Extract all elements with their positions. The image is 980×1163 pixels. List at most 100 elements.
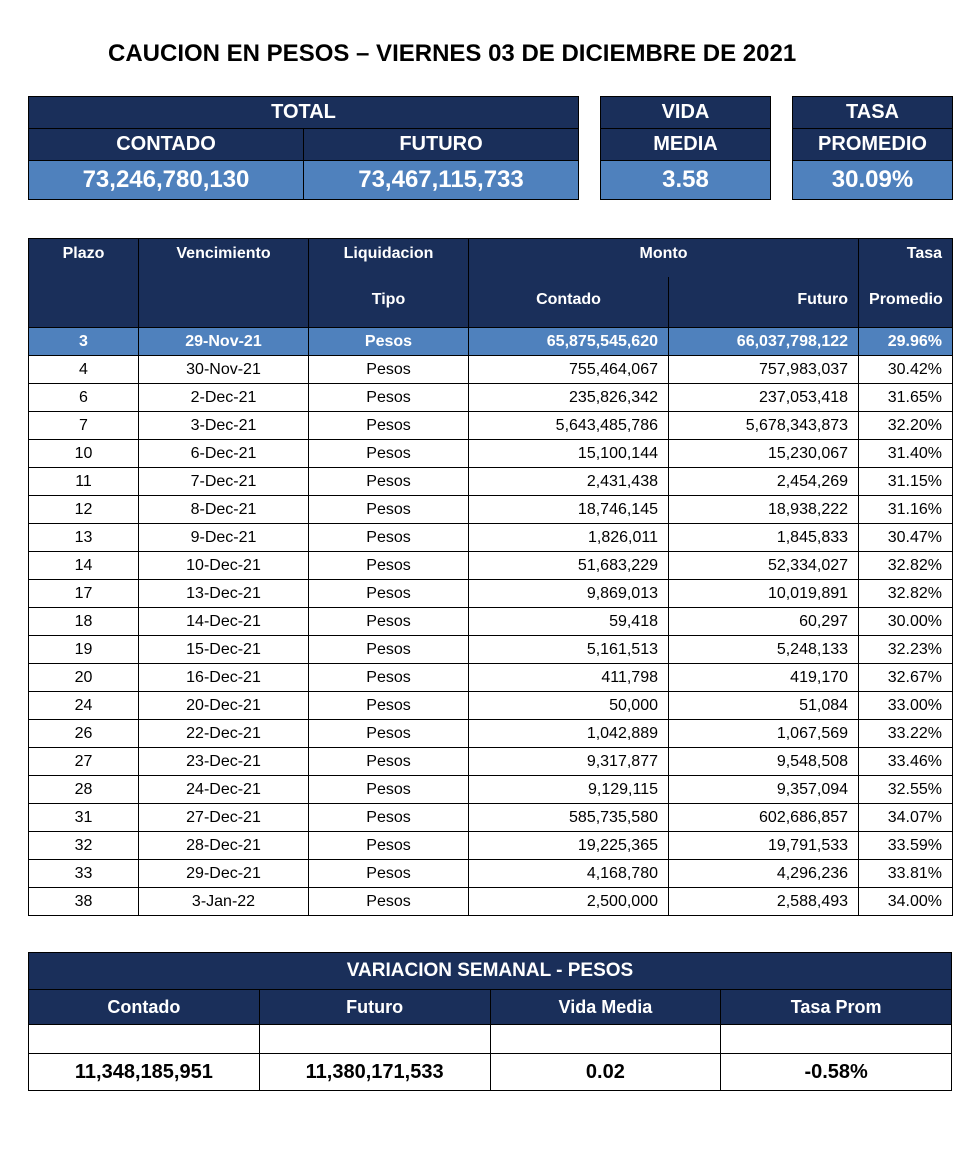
cell-tipo: Pesos <box>309 776 469 804</box>
table-row: 128-Dec-21Pesos18,746,14518,938,22231.16… <box>29 496 953 524</box>
summary-tasa-header-1: TASA <box>793 97 953 129</box>
cell-futuro: 18,938,222 <box>669 496 859 524</box>
cell-vencimiento: 23-Dec-21 <box>139 748 309 776</box>
cell-futuro: 9,548,508 <box>669 748 859 776</box>
cell-futuro: 602,686,857 <box>669 804 859 832</box>
cell-futuro: 51,084 <box>669 692 859 720</box>
cell-plazo: 3 <box>29 328 139 356</box>
cell-tasa: 32.23% <box>859 636 953 664</box>
cell-plazo: 13 <box>29 524 139 552</box>
cell-tipo: Pesos <box>309 580 469 608</box>
var-val-vida: 0.02 <box>490 1054 721 1091</box>
cell-plazo: 38 <box>29 888 139 916</box>
cell-contado: 2,431,438 <box>469 468 669 496</box>
cell-tasa: 34.07% <box>859 804 953 832</box>
cell-futuro: 1,067,569 <box>669 720 859 748</box>
cell-tipo: Pesos <box>309 720 469 748</box>
cell-contado: 51,683,229 <box>469 552 669 580</box>
cell-tasa: 30.42% <box>859 356 953 384</box>
var-hdr-futuro: Futuro <box>259 990 490 1025</box>
cell-tasa: 32.20% <box>859 412 953 440</box>
cell-tasa: 33.81% <box>859 860 953 888</box>
cell-contado: 585,735,580 <box>469 804 669 832</box>
cell-vencimiento: 8-Dec-21 <box>139 496 309 524</box>
summary-vida-header-1: VIDA <box>601 97 771 129</box>
cell-tipo: Pesos <box>309 804 469 832</box>
cell-contado: 1,042,889 <box>469 720 669 748</box>
table-row: 62-Dec-21Pesos235,826,342237,053,41831.6… <box>29 384 953 412</box>
cell-plazo: 33 <box>29 860 139 888</box>
cell-contado: 18,746,145 <box>469 496 669 524</box>
cell-plazo: 4 <box>29 356 139 384</box>
var-val-contado: 11,348,185,951 <box>29 1054 260 1091</box>
cell-futuro: 419,170 <box>669 664 859 692</box>
table-row: 2016-Dec-21Pesos411,798419,17032.67% <box>29 664 953 692</box>
cell-plazo: 20 <box>29 664 139 692</box>
cell-tasa: 31.15% <box>859 468 953 496</box>
var-hdr-vida: Vida Media <box>490 990 721 1025</box>
cell-plazo: 32 <box>29 832 139 860</box>
cell-tipo: Pesos <box>309 356 469 384</box>
cell-futuro: 60,297 <box>669 608 859 636</box>
cell-contado: 19,225,365 <box>469 832 669 860</box>
summary-tasa-header-2: PROMEDIO <box>793 129 953 161</box>
cell-tasa: 32.82% <box>859 552 953 580</box>
table-row: 73-Dec-21Pesos5,643,485,7865,678,343,873… <box>29 412 953 440</box>
cell-plazo: 27 <box>29 748 139 776</box>
summary-vida-header-2: MEDIA <box>601 129 771 161</box>
hdr-tipo: Tipo <box>309 277 469 328</box>
hdr-tasa: Tasa <box>859 239 953 278</box>
hdr-liquidacion: Liquidacion <box>309 239 469 278</box>
summary-contado-value: 73,246,780,130 <box>29 161 304 200</box>
cell-futuro: 19,791,533 <box>669 832 859 860</box>
cell-tasa: 31.16% <box>859 496 953 524</box>
page-title: CAUCION EN PESOS – VIERNES 03 DE DICIEMB… <box>108 40 952 68</box>
cell-futuro: 10,019,891 <box>669 580 859 608</box>
cell-vencimiento: 30-Nov-21 <box>139 356 309 384</box>
cell-contado: 5,643,485,786 <box>469 412 669 440</box>
cell-plazo: 7 <box>29 412 139 440</box>
cell-tasa: 33.46% <box>859 748 953 776</box>
cell-vencimiento: 9-Dec-21 <box>139 524 309 552</box>
cell-tipo: Pesos <box>309 552 469 580</box>
cell-vencimiento: 7-Dec-21 <box>139 468 309 496</box>
cell-plazo: 6 <box>29 384 139 412</box>
cell-tipo: Pesos <box>309 636 469 664</box>
cell-contado: 9,317,877 <box>469 748 669 776</box>
cell-contado: 4,168,780 <box>469 860 669 888</box>
cell-plazo: 28 <box>29 776 139 804</box>
cell-tasa: 33.22% <box>859 720 953 748</box>
cell-vencimiento: 20-Dec-21 <box>139 692 309 720</box>
summary-futuro-header: FUTURO <box>304 129 579 161</box>
table-row: 383-Jan-22Pesos2,500,0002,588,49334.00% <box>29 888 953 916</box>
cell-plazo: 14 <box>29 552 139 580</box>
cell-plazo: 12 <box>29 496 139 524</box>
cell-tipo: Pesos <box>309 608 469 636</box>
cell-contado: 50,000 <box>469 692 669 720</box>
cell-futuro: 9,357,094 <box>669 776 859 804</box>
cell-vencimiento: 29-Dec-21 <box>139 860 309 888</box>
cell-futuro: 66,037,798,122 <box>669 328 859 356</box>
table-row: 2723-Dec-21Pesos9,317,8779,548,50833.46% <box>29 748 953 776</box>
cell-futuro: 2,454,269 <box>669 468 859 496</box>
cell-contado: 755,464,067 <box>469 356 669 384</box>
hdr-monto: Monto <box>469 239 859 278</box>
var-spacer <box>259 1025 490 1054</box>
cell-vencimiento: 29-Nov-21 <box>139 328 309 356</box>
cell-tasa: 31.40% <box>859 440 953 468</box>
cell-contado: 9,129,115 <box>469 776 669 804</box>
cell-contado: 2,500,000 <box>469 888 669 916</box>
cell-plazo: 17 <box>29 580 139 608</box>
cell-futuro: 2,588,493 <box>669 888 859 916</box>
cell-futuro: 5,248,133 <box>669 636 859 664</box>
var-val-futuro: 11,380,171,533 <box>259 1054 490 1091</box>
cell-futuro: 5,678,343,873 <box>669 412 859 440</box>
var-spacer <box>29 1025 260 1054</box>
cell-tipo: Pesos <box>309 328 469 356</box>
cell-futuro: 1,845,833 <box>669 524 859 552</box>
cell-tipo: Pesos <box>309 860 469 888</box>
cell-futuro: 237,053,418 <box>669 384 859 412</box>
var-hdr-contado: Contado <box>29 990 260 1025</box>
table-row: 329-Nov-21Pesos65,875,545,62066,037,798,… <box>29 328 953 356</box>
cell-tasa: 34.00% <box>859 888 953 916</box>
